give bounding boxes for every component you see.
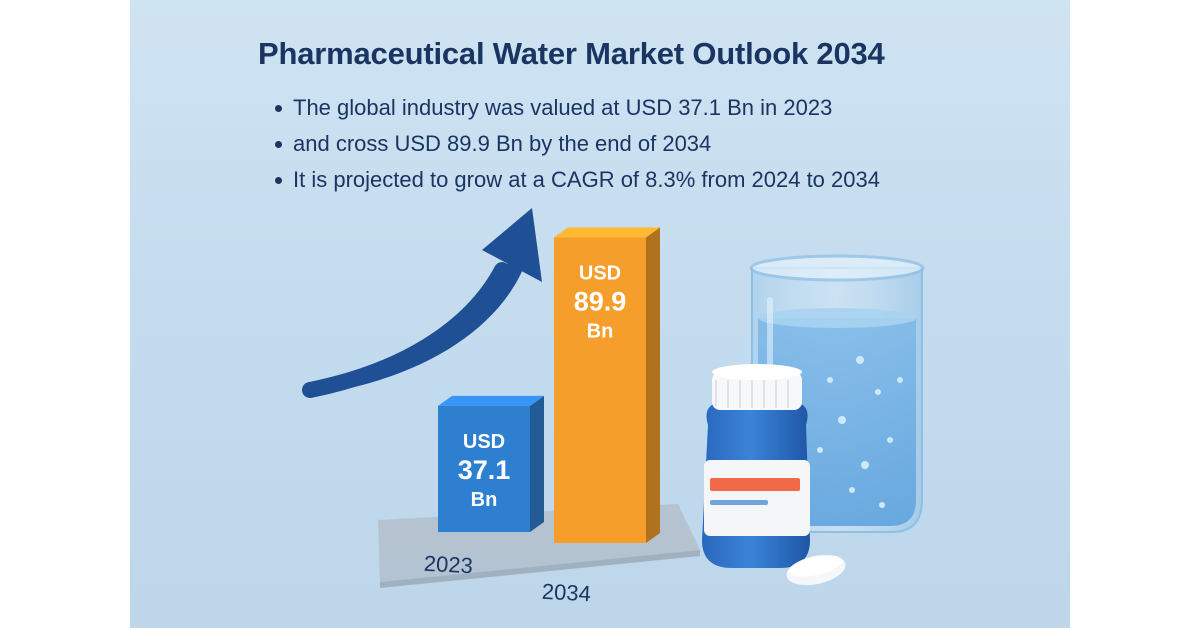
bar-front-2034 <box>554 237 646 543</box>
data-label-value-2034: 89.9 <box>574 286 627 316</box>
tick-label-2034: 2034 <box>541 579 591 607</box>
fact-item-valuation: The global industry was valued at USD 37… <box>275 90 880 126</box>
bar-top-2034 <box>554 227 660 238</box>
bar-top-2023 <box>438 395 544 406</box>
data-label-prefix-2023: USD <box>463 431 505 453</box>
fact-item-cagr: It is projected to grow at a CAGR of 8.3… <box>275 162 880 198</box>
tick-label-2023: 2023 <box>423 551 473 579</box>
key-facts-list: The global industry was valued at USD 37… <box>275 90 880 198</box>
bar-front-2023 <box>438 405 530 532</box>
trend-arrow-icon <box>302 208 542 398</box>
medicine-bottle-icon <box>702 364 810 568</box>
bar-side-2023 <box>530 395 544 532</box>
infographic-panel: Pharmaceutical Water Market Outlook 2034… <box>130 0 1070 628</box>
pill-icon <box>786 554 846 586</box>
page-title: Pharmaceutical Water Market Outlook 2034 <box>258 36 885 71</box>
data-label-value-2023: 37.1 <box>458 455 511 485</box>
data-label-suffix-2023: Bn <box>471 489 498 511</box>
data-label-suffix-2034: Bn <box>587 320 614 342</box>
data-label-prefix-2034: USD <box>579 262 621 284</box>
fact-item-forecast: and cross USD 89.9 Bn by the end of 2034 <box>275 126 880 162</box>
bar-side-2034 <box>646 227 660 543</box>
